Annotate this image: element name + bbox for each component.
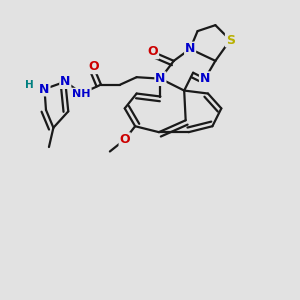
Text: H: H bbox=[25, 80, 34, 90]
Text: NH: NH bbox=[72, 88, 91, 98]
Text: O: O bbox=[148, 45, 158, 58]
Text: O: O bbox=[119, 133, 130, 146]
Text: N: N bbox=[39, 82, 50, 96]
Text: N: N bbox=[185, 42, 195, 56]
Text: S: S bbox=[226, 34, 235, 46]
Text: N: N bbox=[60, 75, 70, 88]
Text: N: N bbox=[155, 72, 166, 85]
Text: O: O bbox=[88, 60, 99, 73]
Text: N: N bbox=[200, 72, 210, 85]
